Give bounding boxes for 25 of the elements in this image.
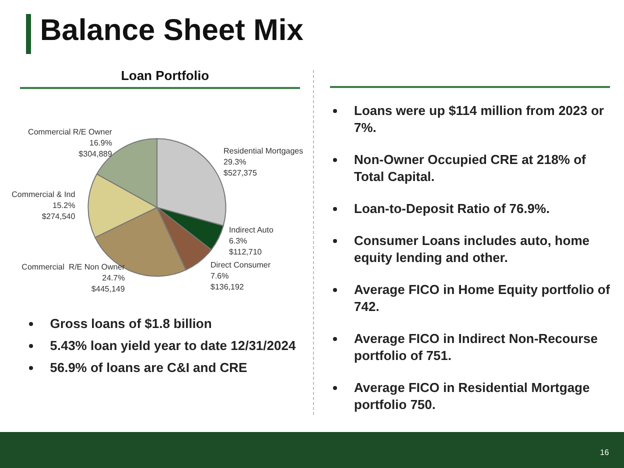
data-label: 15.2% $274,540 bbox=[42, 200, 76, 221]
text: 56.9% of loans are C&I and CRE bbox=[50, 359, 248, 376]
text: Consumer Loans includes auto, home equity lending and other. bbox=[354, 232, 590, 266]
text: Loan-to-Deposit Ratio of 76.9%. bbox=[354, 200, 550, 217]
slice-label: Indirect Auto bbox=[228, 226, 274, 235]
slice-label: Commercial R/E Owner bbox=[28, 127, 112, 136]
text: Average FICO in Home Equity portfolio of 742. bbox=[354, 281, 611, 315]
slice-label: Direct Consumer bbox=[210, 260, 271, 270]
data-label: 29.3% $527,375 bbox=[224, 158, 258, 178]
data-label: 6.3% $112,710 bbox=[228, 236, 262, 257]
slice-label: Commercial R/E Non Owner bbox=[22, 262, 126, 272]
slice-label: Commercial & Ind bbox=[12, 190, 76, 199]
chart-title: Balance Sheet Mix bbox=[40, 14, 304, 48]
text: 16 bbox=[600, 448, 609, 457]
data-label: 16.9% $304,889 bbox=[78, 138, 113, 158]
text: Average FICO in Residential Mortgage portfolio 750. bbox=[354, 379, 591, 413]
data-label: 7.6% $136,192 bbox=[210, 272, 244, 292]
data-label: 24.7% $445,149 bbox=[91, 273, 126, 294]
text: 5.43% loan yield year to date 12/31/2024 bbox=[50, 337, 296, 354]
text: Loans were up $114 million from 2023 or 7%. bbox=[354, 102, 605, 136]
slice-label: Residential Mortgages bbox=[224, 146, 304, 156]
text: Gross loans of $1.8 billion bbox=[50, 315, 212, 332]
text: Non-Owner Occupied CRE at 218% of Total Capital. bbox=[354, 151, 587, 185]
text: Average FICO in Indirect Non-Recourse portfolio of 751. bbox=[354, 330, 599, 364]
chart-subtitle: Loan Portfolio bbox=[120, 68, 210, 83]
